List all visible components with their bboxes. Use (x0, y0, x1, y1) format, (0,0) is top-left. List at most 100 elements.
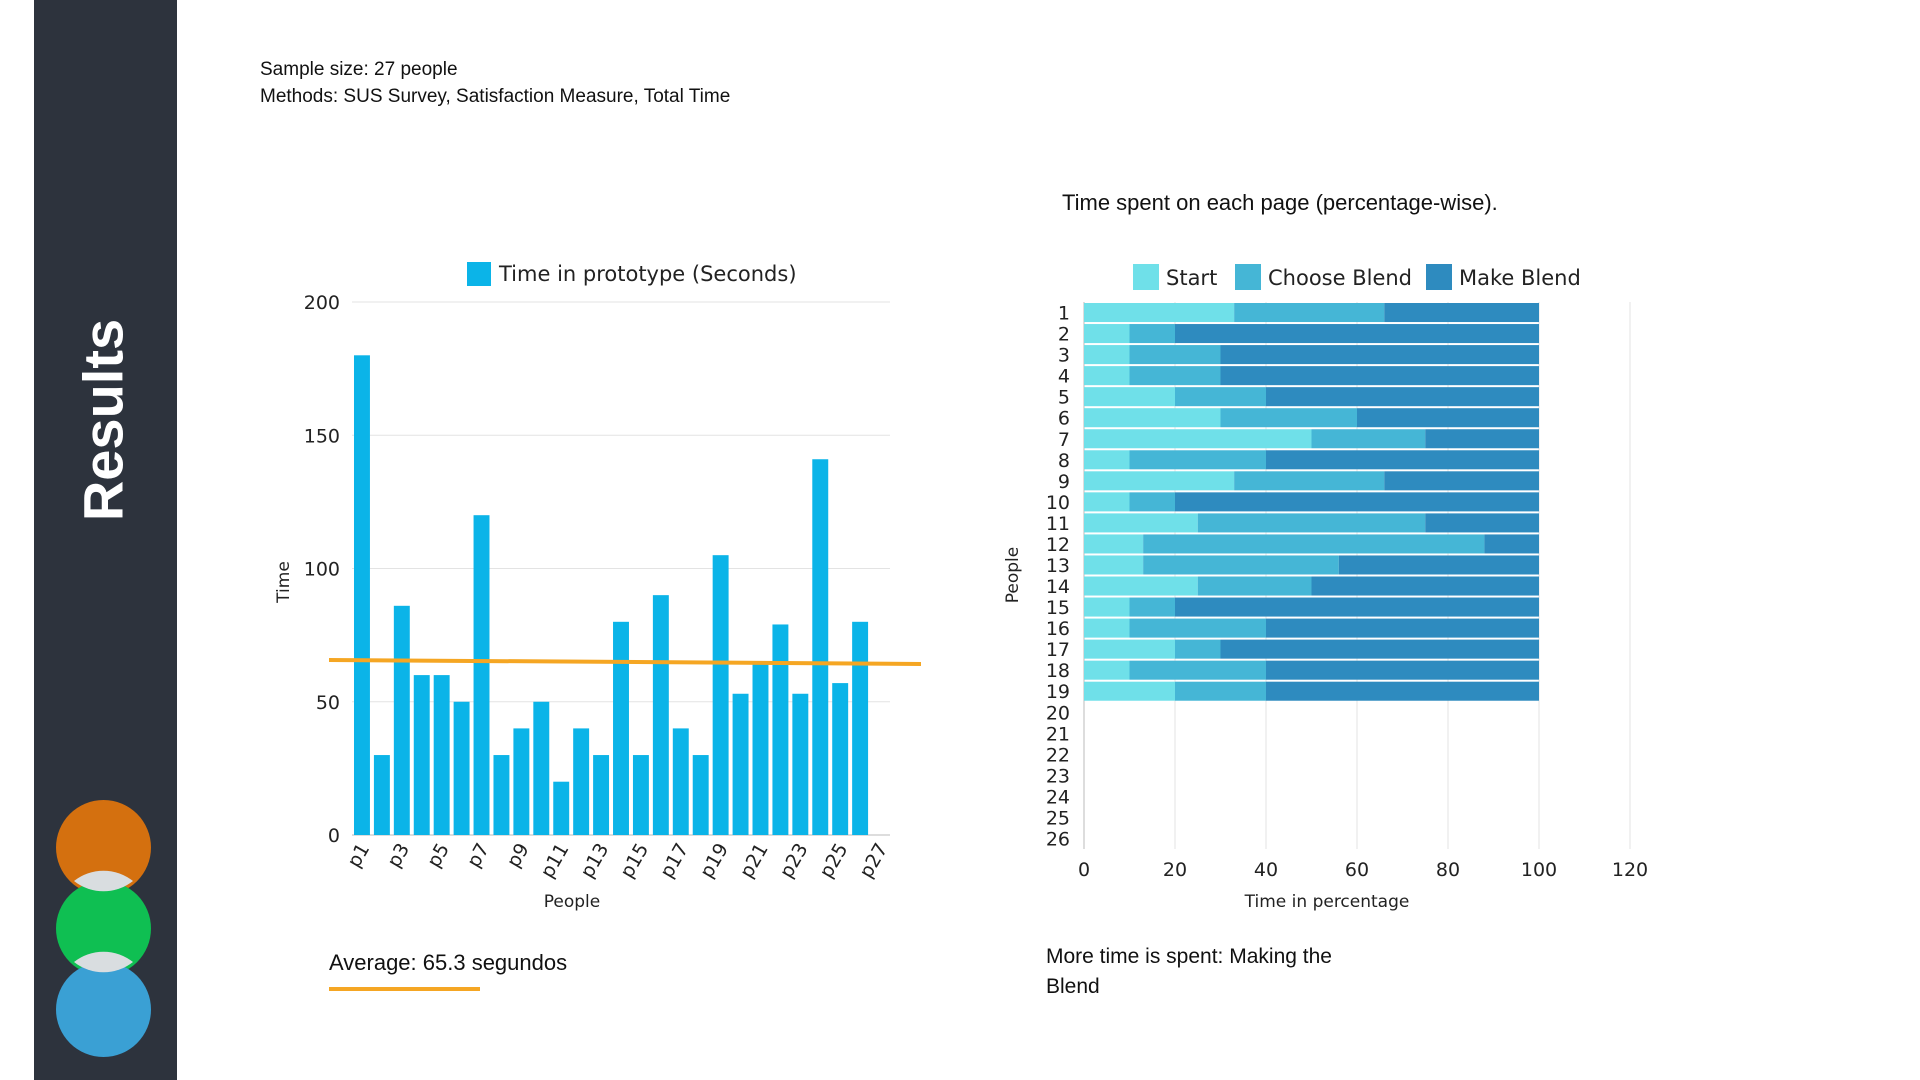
y-tick-label: 150 (304, 425, 340, 447)
y-tick-label: 1 (1058, 303, 1070, 325)
y-axis-title: People (1003, 547, 1023, 603)
bar-start-18 (1084, 660, 1130, 680)
bar-choose-blend-10 (1129, 492, 1175, 512)
legend-label: Choose Blend (1268, 266, 1412, 290)
bar-choose-blend-15 (1129, 597, 1175, 617)
y-tick-label: 24 (1046, 786, 1070, 808)
y-tick-label: 50 (316, 692, 340, 714)
bar-start-4 (1084, 366, 1130, 386)
bar-p20 (732, 693, 749, 835)
x-axis-title: Time in percentage (1244, 892, 1410, 912)
y-axis-title: Time (274, 561, 294, 604)
bar-choose-blend-19 (1175, 681, 1266, 701)
bar-make-blend-10 (1175, 492, 1539, 512)
bar-start-9 (1084, 471, 1235, 491)
bar-make-blend-1 (1384, 303, 1539, 323)
bar-p4 (413, 675, 430, 835)
bar-start-16 (1084, 618, 1130, 638)
legend-swatch (1133, 264, 1159, 290)
methods-text: Methods: SUS Survey, Satisfaction Measur… (260, 86, 731, 107)
y-tick-label: 6 (1058, 408, 1070, 430)
bar-start-15 (1084, 597, 1130, 617)
bar-p2 (373, 755, 390, 835)
bar-start-7 (1084, 429, 1312, 449)
bar-make-blend-16 (1266, 618, 1539, 638)
bar-start-10 (1084, 492, 1130, 512)
study-meta: Sample size: 27 people Methods: SUS Surv… (260, 56, 730, 110)
bar-choose-blend-2 (1129, 324, 1175, 344)
bar-make-blend-4 (1220, 366, 1539, 386)
y-tick-label: 22 (1046, 744, 1070, 766)
bar-choose-blend-6 (1220, 408, 1357, 428)
y-tick-label: 3 (1058, 345, 1070, 367)
bar-start-19 (1084, 681, 1175, 701)
right-chart-caption: Time spent on each page (percentage-wise… (1062, 190, 1498, 215)
bar-make-blend-18 (1266, 660, 1539, 680)
bar-choose-blend-17 (1175, 639, 1221, 659)
y-tick-label: 9 (1058, 471, 1070, 493)
bar-choose-blend-18 (1129, 660, 1266, 680)
bar-make-blend-5 (1266, 387, 1539, 407)
bar-p6 (453, 701, 470, 835)
legend-swatch (467, 262, 491, 286)
bar-choose-blend-5 (1175, 387, 1266, 407)
x-tick-label: 120 (1612, 859, 1648, 881)
bar-start-3 (1084, 345, 1130, 365)
x-tick-label: 20 (1163, 859, 1187, 881)
x-tick-label: 100 (1521, 859, 1557, 881)
bar-make-blend-19 (1266, 681, 1539, 701)
y-tick-label: 200 (304, 292, 340, 314)
bar-make-blend-2 (1175, 324, 1539, 344)
y-tick-label: 4 (1058, 366, 1070, 388)
bar-p15 (632, 755, 649, 835)
bar-make-blend-7 (1425, 429, 1539, 449)
y-tick-label: 13 (1046, 555, 1070, 577)
bar-p1 (353, 355, 370, 835)
bar-choose-blend-16 (1129, 618, 1266, 638)
bar-make-blend-12 (1484, 534, 1539, 554)
bar-p14 (613, 621, 629, 835)
bar-p19 (712, 555, 729, 835)
y-tick-label: 2 (1058, 324, 1070, 346)
bar-start-14 (1084, 576, 1198, 596)
conclusion-text: More time is spent: Making the Blend (1046, 945, 1332, 998)
bar-start-12 (1084, 534, 1144, 554)
average-underline (329, 987, 480, 991)
blue-circle (56, 962, 151, 1057)
bar-start-17 (1084, 639, 1175, 659)
bar-p21 (752, 664, 769, 835)
bar-make-blend-13 (1338, 555, 1539, 575)
bar-start-8 (1084, 450, 1130, 470)
bar-start-6 (1084, 408, 1221, 428)
bar-choose-blend-7 (1311, 429, 1426, 449)
bar-p18 (692, 755, 709, 835)
bar-start-2 (1084, 324, 1130, 344)
y-tick-label: 7 (1058, 429, 1070, 451)
bar-p23 (792, 693, 809, 835)
bar-p22 (772, 624, 789, 835)
y-tick-label: 18 (1046, 660, 1070, 682)
bar-start-1 (1084, 303, 1235, 323)
y-tick-label: 23 (1046, 765, 1070, 787)
bar-p11 (553, 781, 570, 835)
sample-size-text: Sample size: 27 people (260, 59, 458, 80)
x-tick-label: 60 (1345, 859, 1369, 881)
bar-start-5 (1084, 387, 1175, 407)
bar-make-blend-6 (1357, 408, 1539, 428)
bar-choose-blend-11 (1197, 513, 1426, 533)
y-tick-label: 100 (304, 559, 340, 581)
bar-make-blend-9 (1384, 471, 1539, 491)
legend-label: Start (1166, 266, 1217, 290)
x-axis-title: People (544, 892, 600, 912)
bar-choose-blend-8 (1129, 450, 1266, 470)
y-tick-label: 16 (1046, 618, 1070, 640)
bar-p12 (573, 728, 590, 835)
legend-label: Time in prototype (Seconds) (498, 262, 797, 286)
bar-choose-blend-13 (1143, 555, 1339, 575)
bar-choose-blend-9 (1234, 471, 1385, 491)
x-tick-label: 0 (1078, 859, 1090, 881)
y-tick-label: 26 (1046, 828, 1070, 850)
bar-p17 (672, 728, 689, 835)
bar-choose-blend-12 (1143, 534, 1485, 554)
